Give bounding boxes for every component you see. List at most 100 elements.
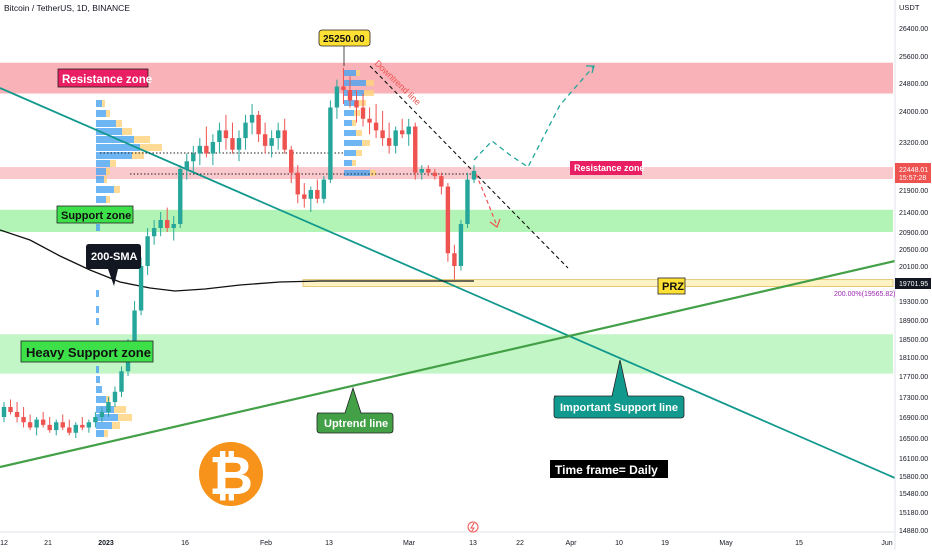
candle-body	[275, 130, 281, 139]
volume-profile-bar	[96, 224, 100, 231]
volume-profile-bar	[96, 152, 132, 159]
resistance-zone-lower-label: Resistance zone	[570, 161, 645, 175]
y-tick-label: 18100.00	[899, 355, 928, 362]
volume-profile-bar	[344, 150, 356, 156]
candle-body	[308, 190, 314, 199]
volume-profile-layer	[96, 70, 376, 437]
volume-profile-bar	[96, 306, 99, 313]
candle-body	[321, 179, 327, 199]
volume-profile-bar	[370, 170, 376, 176]
candle-body	[471, 171, 477, 180]
volume-profile-bar	[96, 196, 106, 203]
svg-text:PRZ: PRZ	[662, 281, 684, 293]
volume-profile-bar	[116, 120, 122, 127]
candle-body	[393, 130, 398, 146]
candle-body	[217, 130, 222, 142]
candle-body	[210, 142, 216, 154]
volume-profile-bar	[96, 430, 104, 437]
y-tick-label: 20100.00	[899, 264, 928, 271]
x-tick-label: Feb	[260, 540, 272, 547]
candle-body	[315, 190, 320, 199]
volume-profile-bar	[102, 100, 105, 107]
volume-profile-bar	[96, 366, 99, 373]
y-tick-label: 19300.00	[899, 299, 928, 306]
volume-profile-bar	[352, 120, 356, 126]
volume-profile-bar	[140, 144, 162, 151]
volume-profile-bar	[134, 136, 150, 143]
volume-profile-bar	[344, 140, 362, 146]
volume-profile-bar	[364, 90, 374, 96]
candle-body	[426, 168, 431, 173]
x-axis: 12 21 2023 16 Feb 13 Mar 13 22 Apr 10 19 May 15 Jun	[0, 540, 893, 547]
candle-body	[249, 114, 255, 123]
volume-profile-bar	[352, 160, 356, 166]
volume-profile-bar	[356, 130, 362, 136]
candle-body	[413, 126, 418, 173]
volume-profile-bar	[106, 110, 110, 117]
volume-profile-bar	[106, 196, 110, 203]
volume-profile-bar	[344, 80, 366, 86]
candle-body	[8, 407, 13, 412]
y-tick-label: 16500.00	[899, 436, 928, 443]
y-tick-label: 23200.00	[899, 140, 928, 147]
candle-body	[380, 130, 385, 139]
candle-body	[432, 172, 438, 177]
countdown-label: 15:57:28	[899, 175, 926, 182]
volume-profile-bar	[96, 422, 112, 429]
candle-body	[191, 153, 196, 162]
price-tag-prz: 19701.95	[895, 278, 931, 289]
y-tick-label: 21900.00	[899, 188, 928, 195]
volume-profile-bar	[344, 110, 354, 116]
candle-body	[99, 412, 105, 417]
prz-level-label: 200.00%(19565.82)	[834, 291, 896, 298]
volume-profile-bar	[344, 90, 364, 96]
prz-label: PRZ	[657, 277, 686, 295]
candle-body	[80, 424, 85, 428]
candle-body	[151, 228, 157, 237]
x-tick-label: May	[719, 540, 733, 547]
candles-layer	[1, 67, 477, 438]
y-tick-label: 20900.00	[899, 230, 928, 237]
candle-body	[360, 107, 366, 119]
candle-body	[445, 186, 451, 254]
resistance-zone-lower	[0, 167, 893, 180]
candle-body	[243, 122, 248, 139]
candle-body	[67, 427, 72, 433]
volume-profile-bar	[96, 144, 140, 151]
volume-profile-bar	[362, 140, 370, 146]
prz-zone	[302, 279, 894, 287]
candle-body	[204, 145, 209, 154]
candle-body	[334, 86, 340, 108]
volume-profile-bar	[96, 176, 104, 183]
candle-body	[347, 90, 353, 101]
volume-profile-bar	[96, 160, 110, 167]
y-tick-label: 20500.00	[899, 247, 928, 254]
x-tick-label: 13	[325, 540, 333, 547]
candle-body	[269, 138, 274, 146]
price-tag-current: 22448.01 15:57:28	[895, 163, 931, 183]
volume-profile-bar	[132, 152, 144, 159]
candle-body	[171, 224, 176, 228]
volume-profile-bar	[96, 186, 114, 193]
volume-profile-bar	[104, 176, 107, 183]
candle-body	[1, 407, 7, 417]
volume-profile-bar	[344, 120, 352, 126]
volume-profile-bar	[344, 130, 356, 136]
volume-profile-bar	[96, 318, 99, 325]
candle-body	[289, 149, 294, 173]
event-marker-icon[interactable]	[467, 521, 479, 533]
volume-profile-bar	[96, 290, 99, 297]
candle-body	[465, 179, 470, 224]
volume-profile-bar	[96, 376, 100, 383]
volume-profile-bar	[96, 386, 102, 393]
sma-callout: 200-SMA	[86, 244, 141, 286]
y-tick-label: 14880.00	[899, 528, 928, 535]
candle-body	[236, 138, 242, 150]
candle-body	[138, 266, 144, 311]
candle-body	[40, 419, 46, 425]
y-tick-label: 24000.00	[899, 109, 928, 116]
prz-price-label: 19701.95	[899, 281, 928, 288]
candle-body	[262, 134, 268, 146]
projection-bearish-path	[475, 173, 498, 227]
